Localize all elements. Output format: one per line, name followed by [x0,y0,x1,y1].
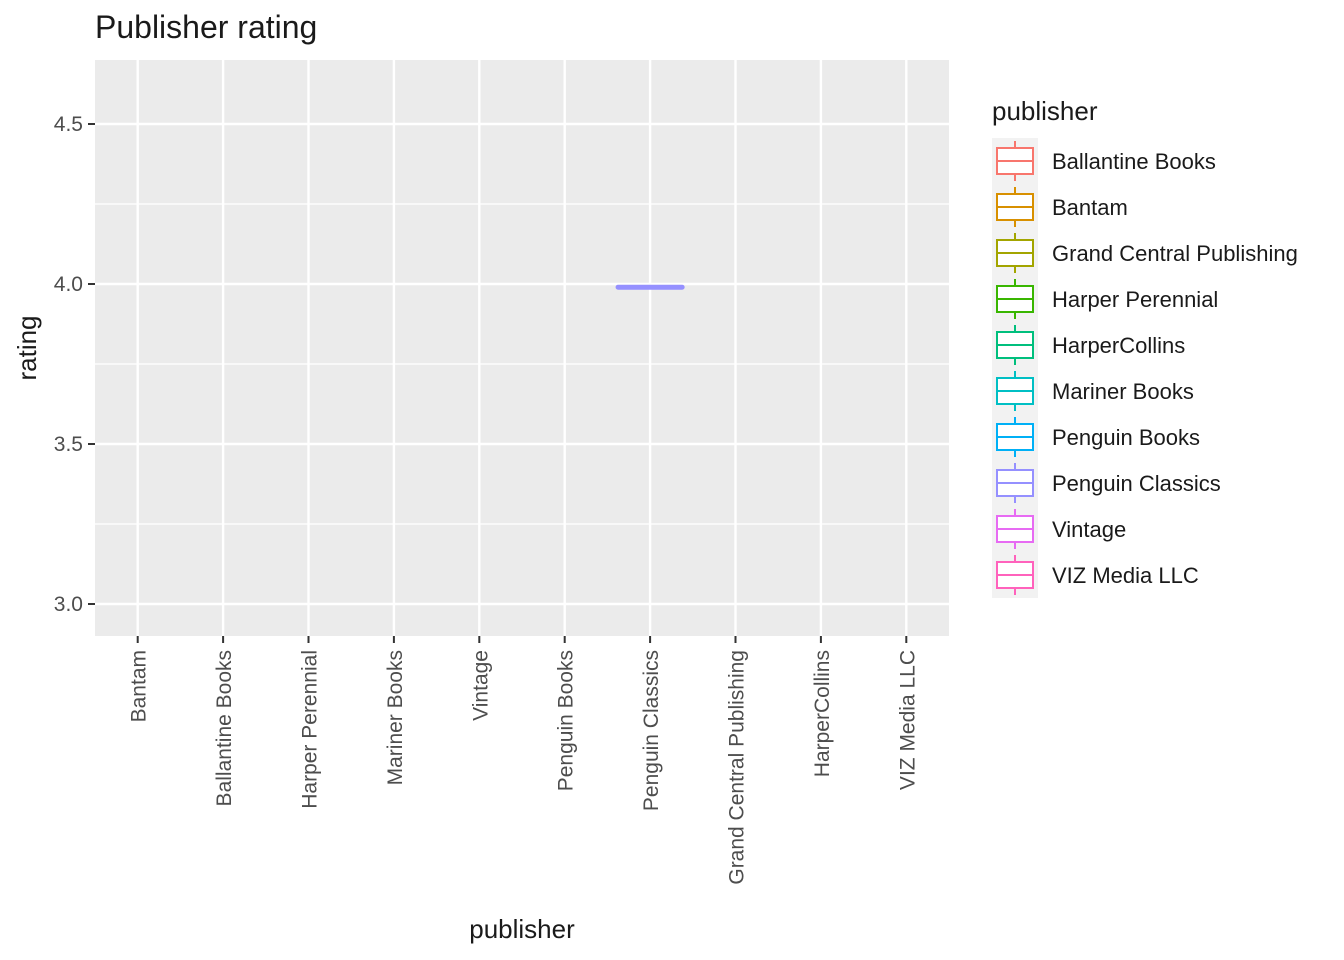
legend-item: Vintage [996,509,1126,549]
x-axis: Bantam Ballantine Books Harper Perennial Ma… [128,636,919,885]
y-axis-title: rating [12,315,42,380]
legend-label: Vintage [1052,517,1126,542]
legend-label: Mariner Books [1052,379,1194,404]
legend-item: Ballantine Books [996,141,1216,181]
x-tick-label: HarperCollins [811,650,834,777]
x-tick-label: Penguin Books [555,650,578,791]
x-tick-label: Ballantine Books [213,650,236,806]
x-tick-label: Harper Perennial [299,650,322,809]
legend-item: Penguin Classics [996,463,1221,503]
legend-title: publisher [992,96,1098,126]
y-tick-label: 3.0 [54,593,83,616]
legend-items: Ballantine Books Bantam Grand Central Publ… [992,138,1298,598]
legend-label: Grand Central Publishing [1052,241,1298,266]
x-axis-title: publisher [469,914,575,944]
y-axis: 3.0 3.5 4.0 4.5 [54,113,95,616]
legend-label: Ballantine Books [1052,149,1216,174]
legend-item: Penguin Books [996,417,1200,457]
legend-item: Mariner Books [996,371,1194,411]
y-tick-label: 4.5 [54,113,83,136]
legend-item: Grand Central Publishing [996,233,1298,273]
legend: publisher Ballantine Books Bantam Grand Ce… [992,96,1298,598]
x-tick-label: Mariner Books [384,650,407,785]
x-tick-label: VIZ Media LLC [896,650,919,790]
legend-label: Penguin Books [1052,425,1200,450]
chart-title: Publisher rating [95,9,317,45]
x-tick-label: Vintage [469,650,492,721]
x-tick-label: Bantam [128,650,151,722]
plot-panel [95,60,949,636]
legend-label: Harper Perennial [1052,287,1218,312]
legend-label: HarperCollins [1052,333,1185,358]
y-tick-label: 4.0 [54,273,83,296]
x-tick-label: Penguin Classics [640,650,663,811]
legend-label: VIZ Media LLC [1052,563,1199,588]
legend-label: Penguin Classics [1052,471,1221,496]
y-tick-label: 3.5 [54,433,83,456]
legend-item: Bantam [996,187,1128,227]
grid-major [95,60,949,636]
legend-item: Harper Perennial [996,279,1218,319]
grid-minor [95,203,949,525]
legend-item: HarperCollins [996,325,1185,365]
legend-item: VIZ Media LLC [996,555,1199,595]
x-tick-label: Grand Central Publishing [726,650,749,885]
legend-label: Bantam [1052,195,1128,220]
